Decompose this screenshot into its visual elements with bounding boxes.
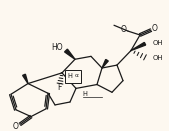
Text: O: O <box>121 25 127 34</box>
Text: α: α <box>75 73 79 78</box>
Text: OH: OH <box>153 55 164 61</box>
Text: F: F <box>57 83 61 92</box>
Text: O: O <box>13 122 19 131</box>
Polygon shape <box>65 49 75 59</box>
Polygon shape <box>23 74 28 84</box>
Text: OH: OH <box>153 40 164 46</box>
Text: O: O <box>152 24 158 33</box>
Polygon shape <box>131 42 146 51</box>
Text: H: H <box>83 91 87 97</box>
Polygon shape <box>102 59 108 68</box>
Text: HO: HO <box>51 43 63 52</box>
FancyBboxPatch shape <box>65 70 81 83</box>
Text: H: H <box>68 73 73 79</box>
